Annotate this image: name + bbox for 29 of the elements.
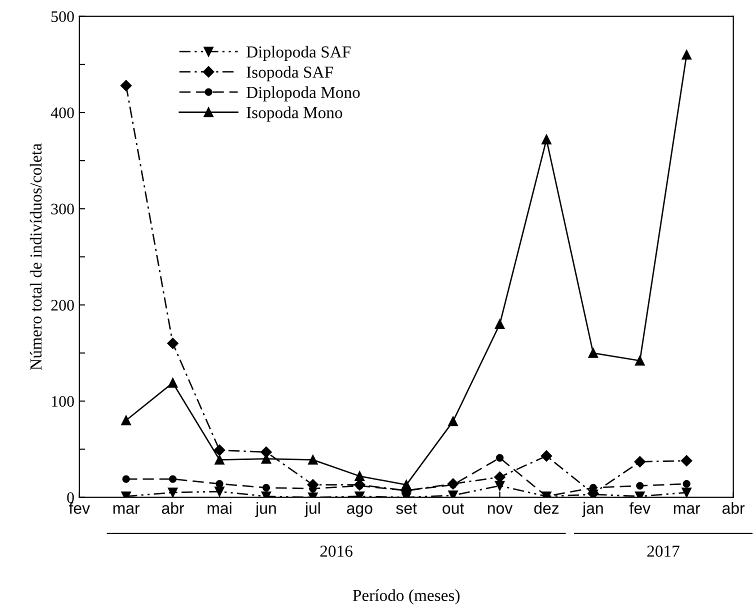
x-tick-label: mar <box>674 505 700 514</box>
x-tick-label: mai <box>208 502 232 514</box>
x-tick-label: jan <box>582 502 603 518</box>
text: 2016 <box>320 546 352 557</box>
x-tick-label: abr <box>162 502 184 514</box>
y-tick-label: 200 <box>51 300 74 311</box>
x-tick-label: out <box>442 503 464 514</box>
legend-label: Isopoda Mono <box>246 106 342 122</box>
x-axis-title: Período (meses) <box>352 589 460 604</box>
legend-label: Isopoda SAF <box>246 66 333 82</box>
x-tick-label: ago <box>346 505 372 518</box>
legend-label: Diplopoda SAF <box>246 46 351 61</box>
x-tick-label: dez <box>534 502 559 514</box>
x-tick-label: fev <box>629 502 650 514</box>
y-tick-label: 300 <box>51 204 74 214</box>
y-tick-label: 100 <box>52 396 74 407</box>
text: 2017 <box>647 546 680 557</box>
x-tick-label: jul <box>304 502 320 518</box>
y-tick-label: 500 <box>51 11 74 22</box>
x-tick-label: fev <box>68 502 90 514</box>
x-tick-label: jun <box>255 502 276 518</box>
x-tick-label: set <box>396 503 417 514</box>
x-tick-label: abr <box>722 502 745 514</box>
x-tick-label: nov <box>488 505 513 514</box>
y-tick-label: 0 <box>67 492 74 504</box>
legend-label: Diplopoda Mono <box>246 86 360 102</box>
y-tick-label: 400 <box>50 107 74 118</box>
x-tick-label: mar <box>113 505 140 514</box>
y-axis-title: Número total de indivíduos/coleta <box>30 143 42 370</box>
